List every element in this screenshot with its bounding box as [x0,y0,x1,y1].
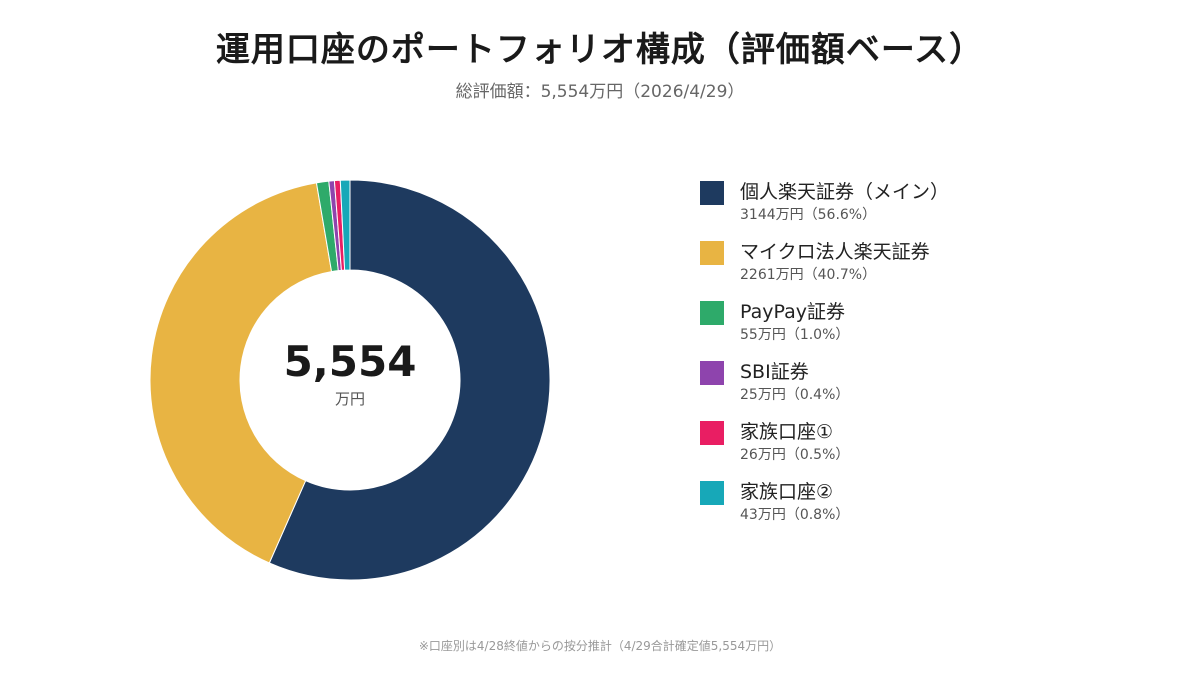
legend-item-5: 家族口座① 26万円（0.5%） [700,416,1140,476]
legend: 個人楽天証券（メイン） 3144万円（56.6%） マイクロ法人楽天証券 2261万円… [700,176,1140,536]
legend-item-6: 家族口座② 43万円（0.8%） [700,476,1140,536]
legend-value: 43万円（0.8%） [740,507,850,523]
chart-subtitle: 総評価額：5,554万円（2026/4/29） [455,82,745,102]
legend-swatch [700,181,724,205]
legend-item-4: SBI証券 25万円（0.4%） [700,356,1140,416]
legend-swatch [700,301,724,325]
legend-item-2: マイクロ法人楽天証券 2261万円（40.7%） [700,236,1140,296]
legend-swatch [700,481,724,505]
center-total-unit: 万円 [335,390,365,408]
legend-value: 26万円（0.5%） [740,447,850,463]
legend-value: 25万円（0.4%） [740,387,850,403]
center-total-value: 5,554 [284,337,417,386]
legend-label: SBI証券 [740,361,809,383]
legend-value: 2261万円（40.7%） [740,267,877,283]
legend-swatch [700,361,724,385]
legend-swatch [700,421,724,445]
legend-value: 55万円（1.0%） [740,327,850,343]
legend-label: 家族口座② [740,481,834,503]
donut-slice-6 [339,179,351,271]
donut-chart: 5,554 万円 [149,179,551,581]
legend-item-1: 個人楽天証券（メイン） 3144万円（56.6%） [700,176,1140,236]
legend-swatch [700,241,724,265]
legend-label: 家族口座① [740,421,834,443]
legend-label: PayPay証券 [740,301,845,323]
legend-value: 3144万円（56.6%） [740,207,877,223]
footnote: ※口座別は4/28終値からの按分推計（4/29合計確定値5,554万円） [418,639,782,653]
donut-slice-2 [149,182,333,564]
legend-label: マイクロ法人楽天証券 [740,241,930,263]
donut-slices [149,179,551,581]
legend-label: 個人楽天証券（メイン） [740,181,950,203]
chart-title: 運用口座のポートフォリオ構成（評価額ベース） [215,30,985,70]
legend-item-3: PayPay証券 55万円（1.0%） [700,296,1140,356]
donut-slice-1 [268,179,551,581]
